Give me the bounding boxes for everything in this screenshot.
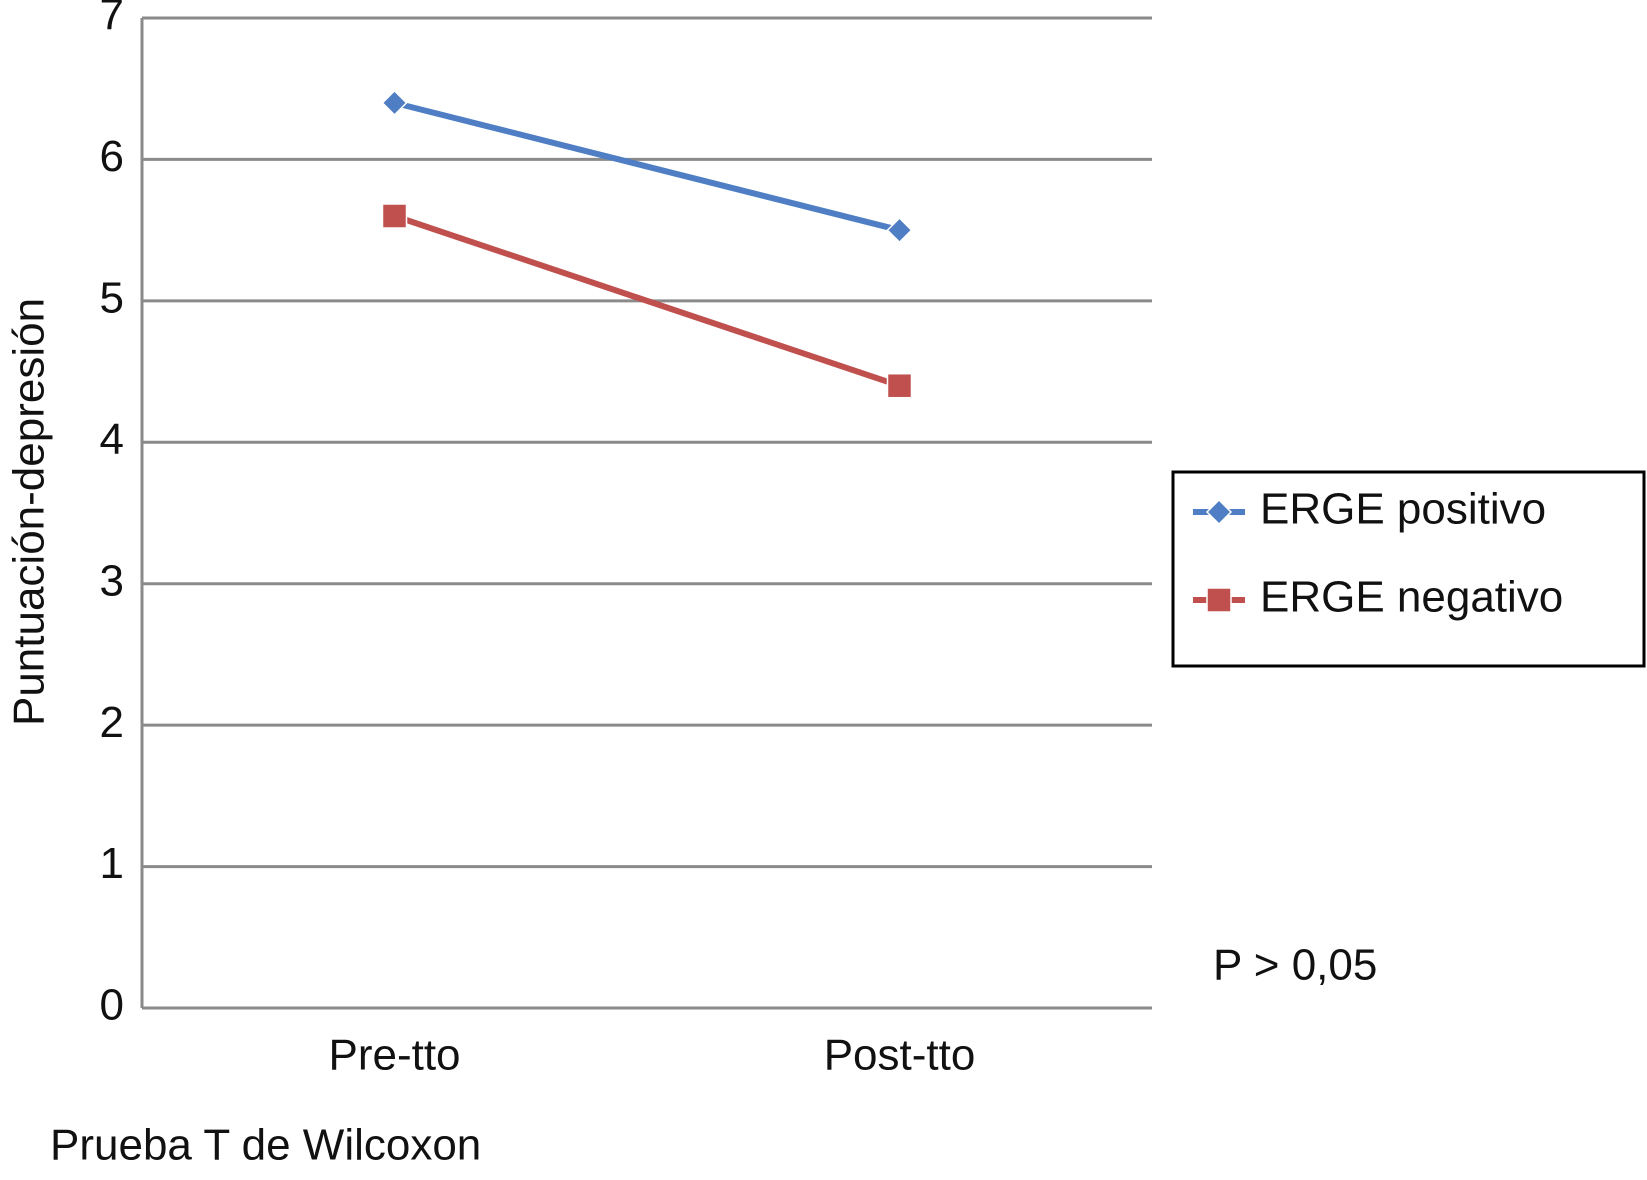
- y-tick-label: 1: [100, 839, 124, 888]
- x-tick-label: Pre-tto: [328, 1031, 460, 1080]
- y-tick-label: 0: [100, 981, 124, 1030]
- y-tick-label: 2: [100, 698, 124, 747]
- data-point: [886, 217, 913, 244]
- annotation: P > 0,05: [1213, 941, 1377, 990]
- data-point: [886, 372, 913, 399]
- legend-marker: [1206, 587, 1232, 613]
- legend-box: [1171, 470, 1646, 668]
- y-axis-label: Puntuación-depresión: [5, 298, 54, 726]
- legend-label: ERGE positivo: [1260, 485, 1546, 534]
- y-tick-label: 7: [100, 0, 124, 40]
- y-tick-label: 4: [100, 415, 124, 464]
- y-tick-label: 6: [100, 132, 124, 181]
- legend-marker: [1205, 498, 1233, 526]
- y-tick-label: 5: [100, 273, 124, 322]
- y-tick-label: 3: [100, 556, 124, 605]
- legend-label: ERGE negativo: [1260, 573, 1563, 622]
- data-point: [381, 203, 408, 229]
- footnote: Prueba T de Wilcoxon: [50, 1121, 481, 1170]
- data-point: [381, 89, 408, 116]
- x-tick-label: Post-tto: [824, 1031, 976, 1080]
- series-line: [393, 213, 901, 389]
- series-line: [393, 99, 901, 234]
